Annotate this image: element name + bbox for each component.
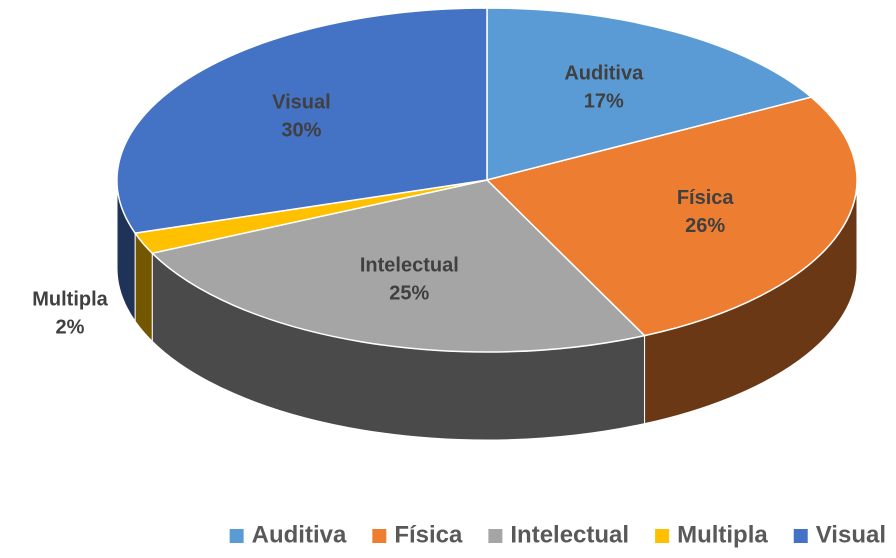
legend-label: Intelectual (510, 521, 629, 548)
data-label-value: 26% (685, 215, 725, 237)
legend: Auditiva Física Intelectual Multipla Visual (229, 521, 886, 548)
data-label-value: 30% (281, 120, 321, 142)
data-label-value: 2% (56, 316, 85, 338)
legend-swatch (229, 529, 244, 543)
slice (150, 179, 647, 353)
data-label-value: 25% (389, 283, 429, 305)
legend-swatch (655, 529, 670, 543)
slice (116, 7, 488, 234)
data-label-category: Visual (272, 92, 331, 114)
data-label-category: Multipla (32, 288, 108, 310)
legend-label: Visual (816, 521, 886, 548)
legend-swatch (793, 529, 808, 543)
legend-label: Auditiva (252, 521, 347, 548)
slice (486, 7, 813, 181)
slice (485, 96, 858, 337)
legend-swatch (372, 529, 387, 543)
data-label-value: 17% (584, 90, 624, 112)
data-label-category: Intelectual (360, 255, 459, 277)
legend-swatch (488, 529, 503, 543)
legend-label: Multipla (677, 521, 768, 548)
legend-label: Física (394, 521, 463, 548)
data-label-category: Física (677, 187, 735, 209)
data-label-category: Auditiva (564, 62, 644, 84)
